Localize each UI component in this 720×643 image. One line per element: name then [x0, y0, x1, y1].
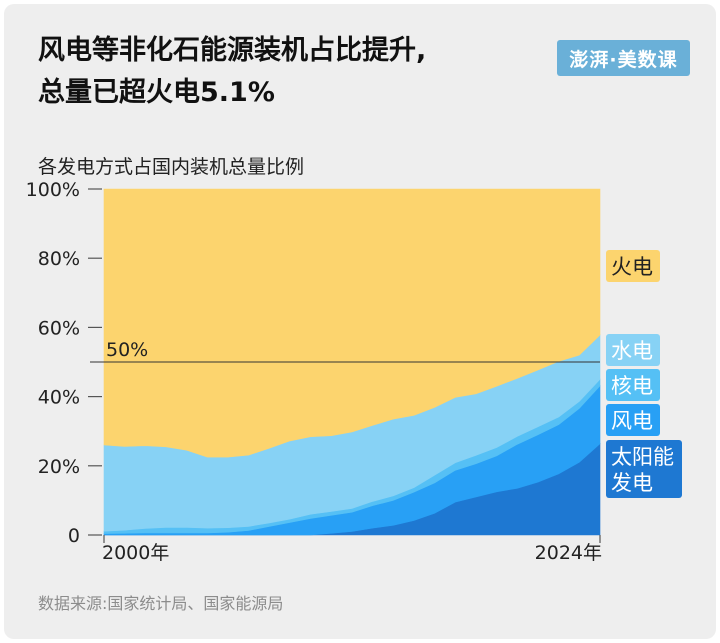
- x-tick-label-0: 2000年: [102, 542, 169, 564]
- legend-label-nuclear: 核电: [611, 374, 653, 398]
- title-line-2: 总量已超火电5.1%: [38, 77, 275, 108]
- chart-subtitle: 各发电方式占国内装机总量比例: [38, 156, 305, 178]
- legend-box-wind: [606, 404, 660, 436]
- y-tick-label-3: 60%: [38, 317, 80, 339]
- x-axis-ticks: 2000年 2024年: [102, 535, 602, 564]
- area-series-group: [103, 188, 601, 536]
- y-tick-label-0: 0: [68, 525, 80, 547]
- y-axis-ticks: 0 20% 40% 60% 80% 100%: [26, 179, 102, 547]
- legend-label-thermal: 火电: [611, 255, 653, 279]
- reference-line-group: 50%: [90, 339, 600, 363]
- x-tick-label-1: 2024年: [535, 542, 602, 564]
- reference-line-label: 50%: [106, 339, 148, 361]
- data-source: 数据来源:国家统计局、国家能源局: [38, 594, 284, 613]
- brand-logo: 澎湃·美数课: [557, 40, 690, 76]
- title-line-1: 风电等非化石能源装机占比提升,: [38, 35, 427, 66]
- legend-box-nuclear: [606, 369, 660, 401]
- legend-box-hydro: [606, 334, 660, 366]
- legend-label-solar-1: 太阳能: [611, 445, 674, 469]
- chart-title: 风电等非化石能源装机占比提升, 总量已超火电5.1%: [38, 30, 558, 114]
- y-tick-label-5: 100%: [26, 179, 80, 201]
- legend-label-wind: 风电: [611, 409, 653, 433]
- legend-label-solar-2: 发电: [611, 471, 653, 495]
- y-tick-label-1: 20%: [38, 456, 80, 478]
- legend-label-hydro: 水电: [611, 339, 653, 363]
- legend-box-solar: [606, 440, 682, 498]
- area-series-4: [103, 188, 601, 458]
- y-tick-label-2: 40%: [38, 387, 80, 409]
- y-tick-label-4: 80%: [38, 248, 80, 270]
- legend-box-thermal: [606, 250, 660, 282]
